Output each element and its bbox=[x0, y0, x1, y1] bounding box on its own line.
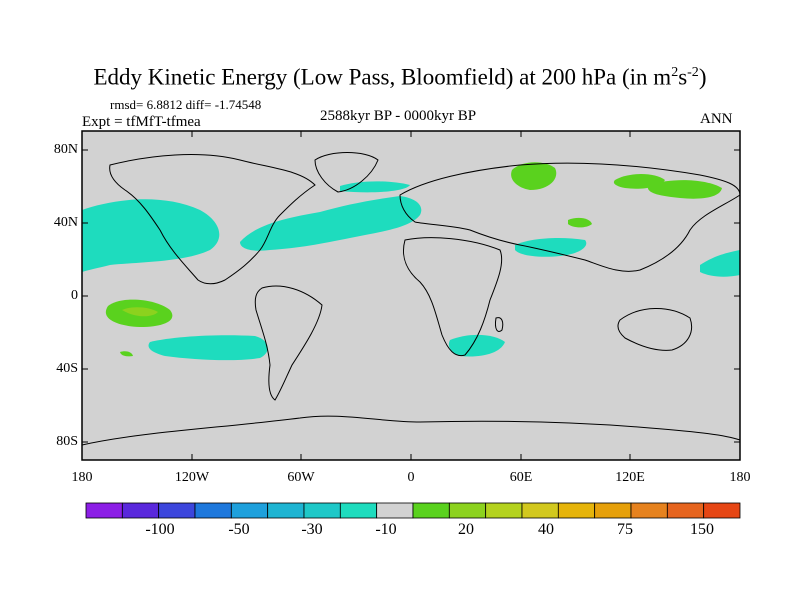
experiment-label: Expt = tfMfT-tfmea bbox=[82, 114, 201, 130]
colorbar-swatch bbox=[267, 502, 305, 519]
y-tick-label: 80S bbox=[56, 434, 78, 449]
season-label: ANN bbox=[700, 111, 733, 127]
north-atlantic-band bbox=[240, 196, 422, 251]
negative-anomaly-regions bbox=[82, 181, 740, 361]
x-tick-label: 0 bbox=[407, 470, 415, 485]
north-america-outline bbox=[109, 154, 316, 285]
colorbar-swatch bbox=[194, 502, 232, 519]
south-pacific-spot bbox=[120, 351, 133, 357]
southern-africa-band bbox=[448, 334, 505, 357]
colorbar-label: 75 bbox=[617, 521, 633, 538]
australia-outline bbox=[617, 308, 693, 351]
colorbar-swatch bbox=[376, 502, 414, 519]
colorbar-label: -30 bbox=[301, 521, 323, 538]
colorbar-label: -10 bbox=[375, 521, 397, 538]
x-tick-marks bbox=[81, 131, 741, 460]
colorbar-swatch bbox=[594, 502, 632, 519]
colorbar-swatch bbox=[303, 502, 341, 519]
colorbar-swatch bbox=[703, 502, 741, 519]
colorbar-swatch bbox=[630, 502, 668, 519]
colorbar-swatch bbox=[666, 502, 705, 519]
colorbar-label: 150 bbox=[690, 521, 714, 538]
y-tick-marks bbox=[82, 149, 740, 443]
colorbar-swatch bbox=[557, 502, 596, 519]
colorbar-swatch bbox=[412, 502, 450, 519]
colorbar-label: 20 bbox=[458, 521, 474, 538]
north-pacific-band-east bbox=[700, 250, 740, 277]
east-asia-high bbox=[647, 180, 722, 199]
x-tick-label: 120W bbox=[174, 470, 210, 485]
period-label: 2588kyr BP - 0000kyr BP bbox=[320, 108, 477, 124]
eurasia-outline bbox=[399, 162, 741, 272]
colorbar-swatch bbox=[521, 502, 559, 519]
africa-outline bbox=[403, 237, 503, 357]
colorbar-swatch bbox=[448, 502, 487, 519]
plot-title: Eddy Kinetic Energy (Low Pass, Bloomfiel… bbox=[93, 64, 707, 90]
x-tick-label: 120E bbox=[615, 470, 645, 485]
x-tick-label: 60E bbox=[509, 470, 533, 485]
south-asia-band bbox=[515, 237, 587, 257]
colorbar-swatch bbox=[339, 502, 378, 519]
colorbar-swatch bbox=[85, 502, 123, 519]
y-tick-label: 40N bbox=[53, 215, 78, 230]
y-tick-label: 40S bbox=[56, 361, 78, 376]
scandinavia-high bbox=[511, 162, 557, 190]
greenland-outline bbox=[314, 152, 379, 193]
x-tick-label: 180 bbox=[729, 470, 751, 485]
madagascar-outline bbox=[495, 317, 504, 332]
south-america-outline bbox=[254, 285, 323, 401]
stats-text: rmsd= 6.8812 diff= -1.74548 bbox=[110, 97, 262, 112]
coastlines bbox=[81, 152, 741, 461]
colorbar-label: 40 bbox=[538, 521, 554, 538]
colorbar-swatch bbox=[485, 502, 523, 519]
colorbar-swatch bbox=[230, 502, 269, 519]
colorbar bbox=[85, 502, 741, 519]
central-asia-spot bbox=[568, 217, 592, 228]
north-pacific-band bbox=[82, 199, 220, 272]
colorbar-swatch bbox=[121, 502, 160, 519]
antarctica-outline bbox=[81, 415, 741, 461]
colorbar-label: -50 bbox=[228, 521, 250, 538]
y-tick-label: 80N bbox=[53, 142, 78, 157]
y-tick-label: 0 bbox=[71, 288, 78, 303]
x-tick-label: 180 bbox=[71, 470, 93, 485]
colorbar-label: -100 bbox=[145, 521, 175, 538]
eastern-pacific-core bbox=[122, 307, 158, 317]
south-pacific-band bbox=[148, 335, 268, 361]
x-tick-label: 60W bbox=[287, 470, 315, 485]
colorbar-swatch bbox=[158, 502, 196, 519]
